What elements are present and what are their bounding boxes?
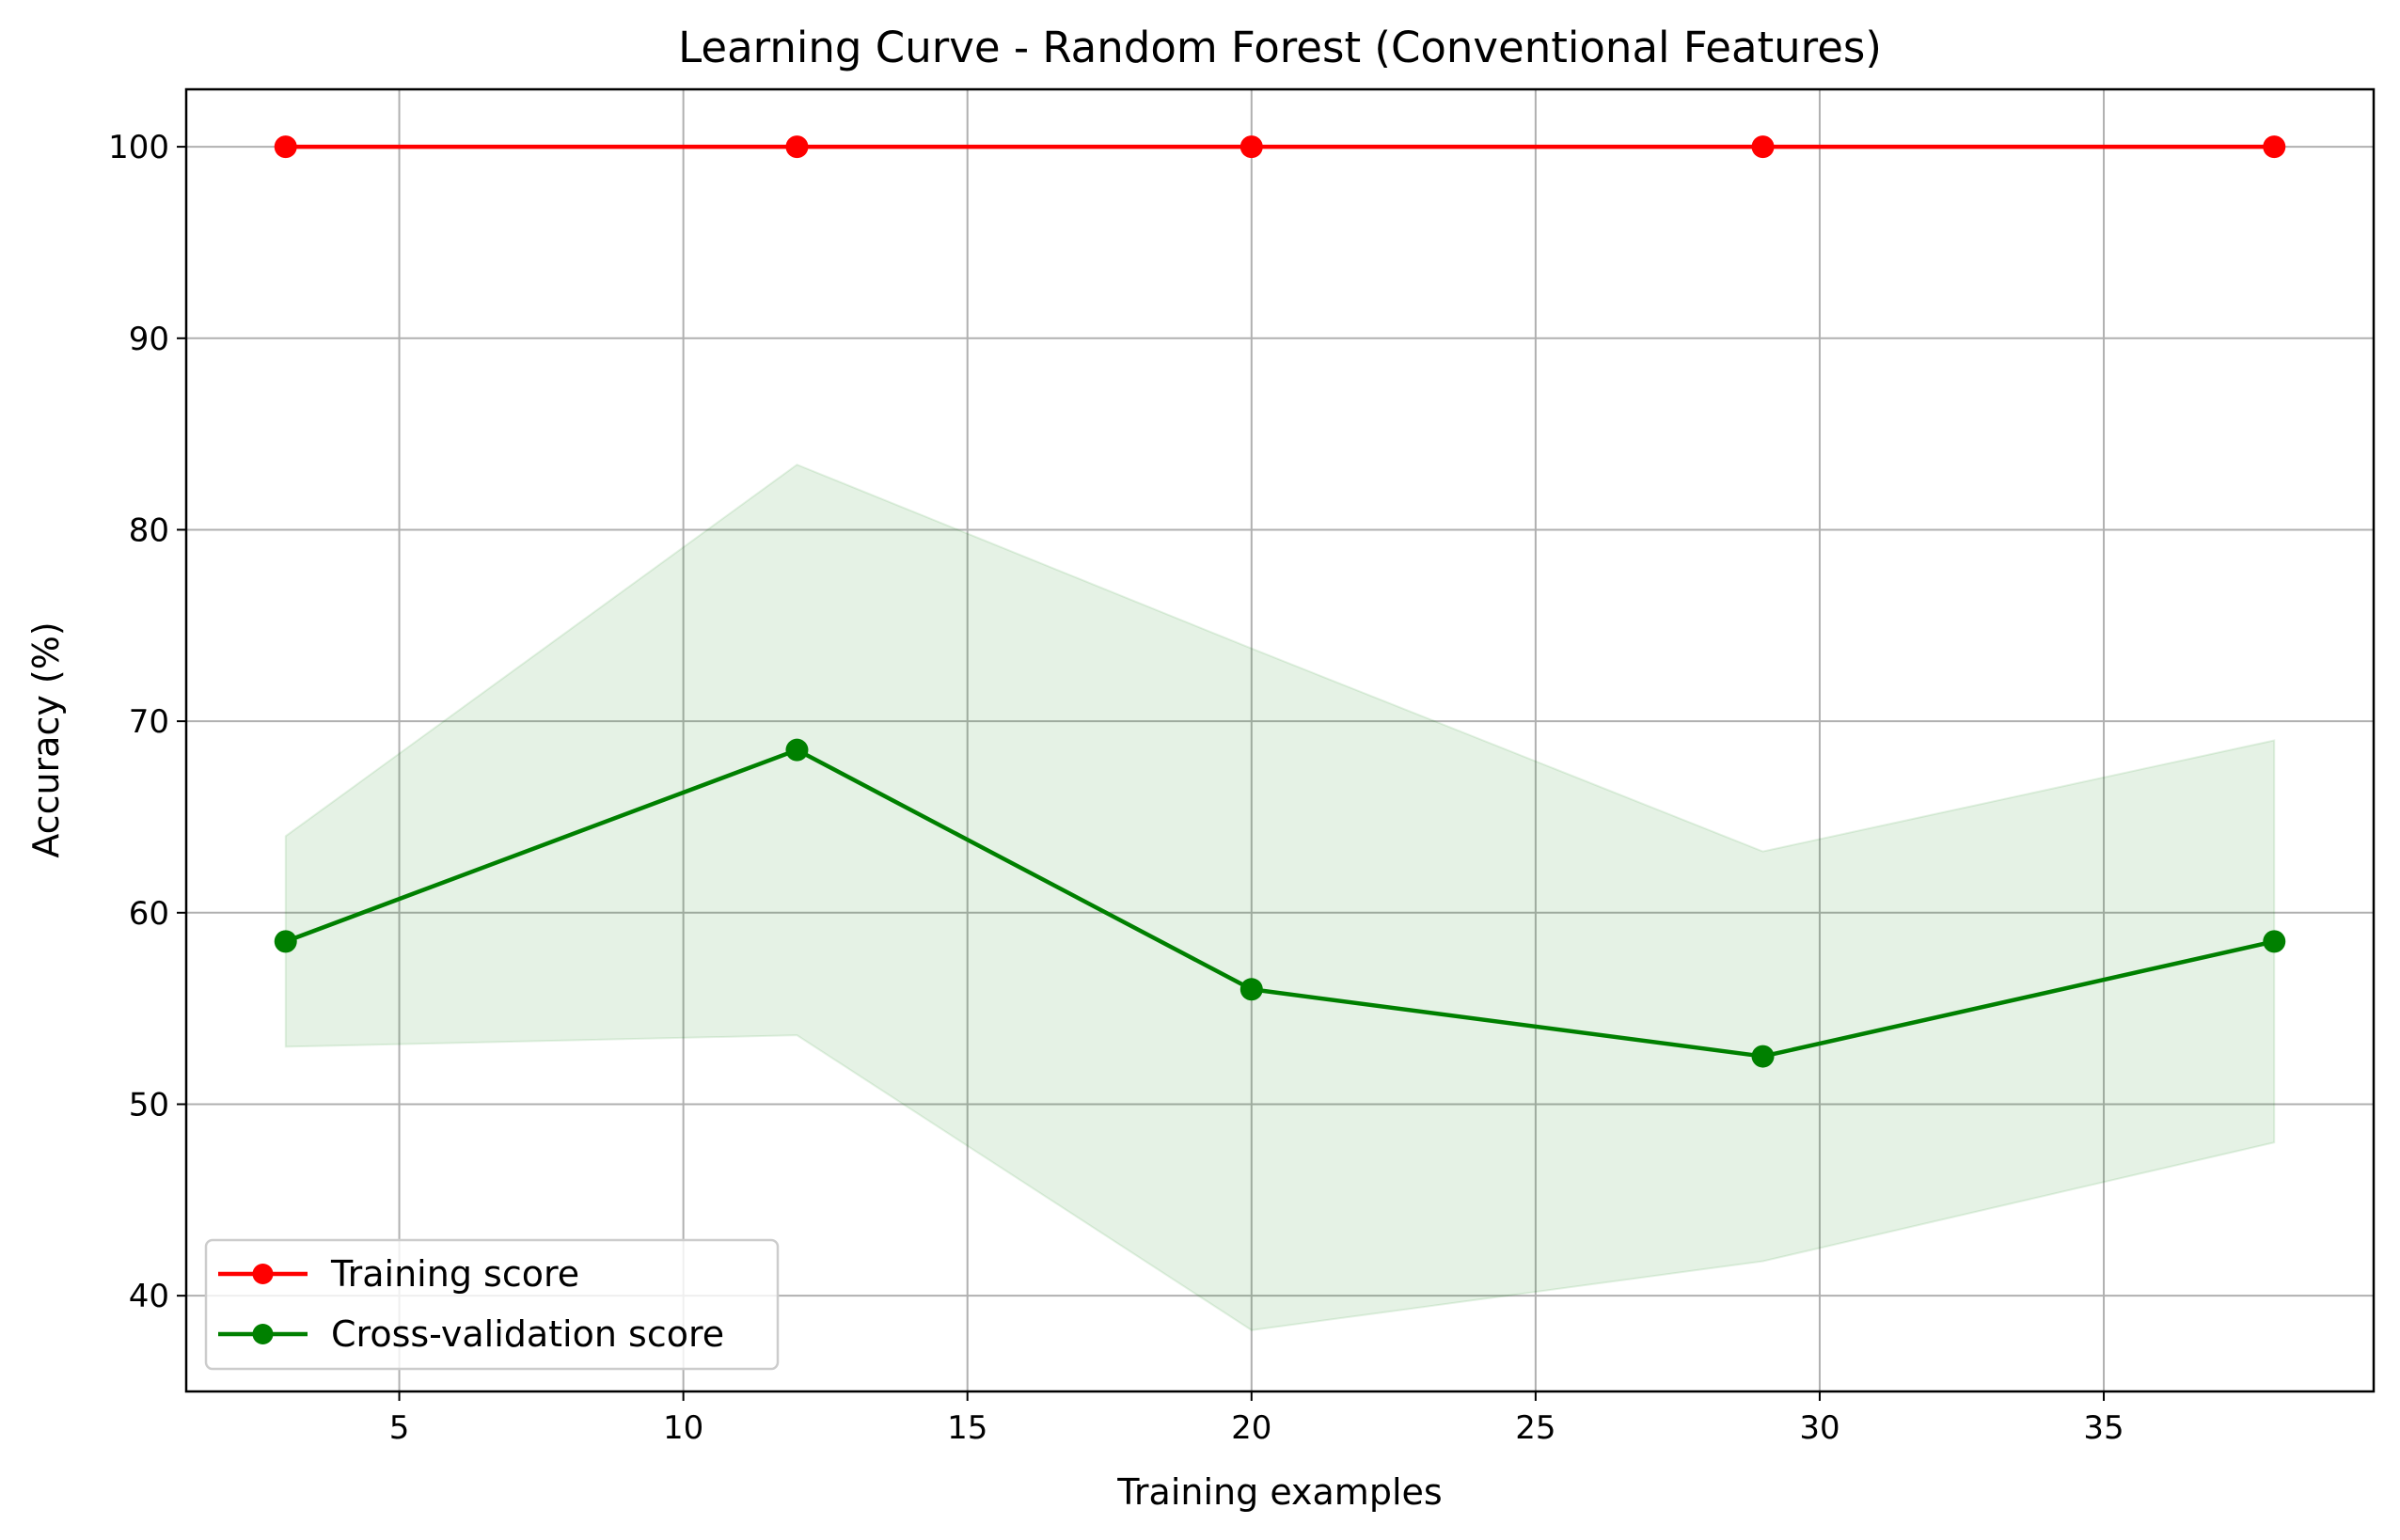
chart-title: Learning Curve - Random Forest (Conventi… [678, 23, 1882, 72]
y-tick-label: 70 [129, 703, 169, 741]
training-score-point [785, 135, 809, 159]
x-tick-label: 15 [947, 1409, 987, 1447]
plot-area-frame [184, 87, 2376, 1393]
training-score-point [274, 135, 297, 159]
y-tick-label: 40 [129, 1278, 169, 1315]
x-axis-label: Training examples [1116, 1471, 1442, 1513]
y-axis: 40 50 60 70 80 90 100 [108, 129, 186, 1315]
training-score-point [2263, 135, 2286, 159]
x-tick-label: 5 [389, 1409, 410, 1447]
x-tick-label: 35 [2083, 1409, 2124, 1447]
y-tick-label: 50 [129, 1086, 169, 1124]
markers-layer [274, 135, 2286, 1068]
cv-score-point [1751, 1045, 1775, 1068]
y-axis-label: Accuracy (%) [25, 621, 67, 857]
training-score-point [1239, 135, 1263, 159]
y-tick-label: 100 [108, 129, 169, 166]
cv-score-point [2263, 930, 2286, 953]
legend-label-cv: Cross-validation score [331, 1313, 724, 1355]
legend-frame [204, 1238, 780, 1371]
x-tick-label: 25 [1515, 1409, 1555, 1447]
cv-score-point [785, 738, 809, 762]
x-tick-label: 10 [663, 1409, 703, 1447]
x-axis: 5 10 15 20 25 30 35 [389, 1391, 2124, 1447]
legend-swatch-cv-marker [252, 1324, 274, 1344]
x-tick-label: 20 [1231, 1409, 1271, 1447]
cv-score-point [274, 930, 297, 953]
legend: Training score Cross-validation score [204, 1238, 780, 1371]
cv-score-point [1239, 978, 1263, 1001]
y-tick-label: 60 [129, 895, 169, 933]
y-tick-label: 90 [129, 321, 169, 358]
confidence-band-layer [284, 464, 2276, 1331]
legend-label-training: Training score [330, 1253, 579, 1295]
training-score-point [1751, 135, 1775, 159]
legend-swatch-training-marker [252, 1264, 274, 1284]
x-tick-label: 30 [1799, 1409, 1839, 1447]
cv-confidence-band [284, 464, 2276, 1331]
y-tick-label: 80 [129, 511, 169, 549]
